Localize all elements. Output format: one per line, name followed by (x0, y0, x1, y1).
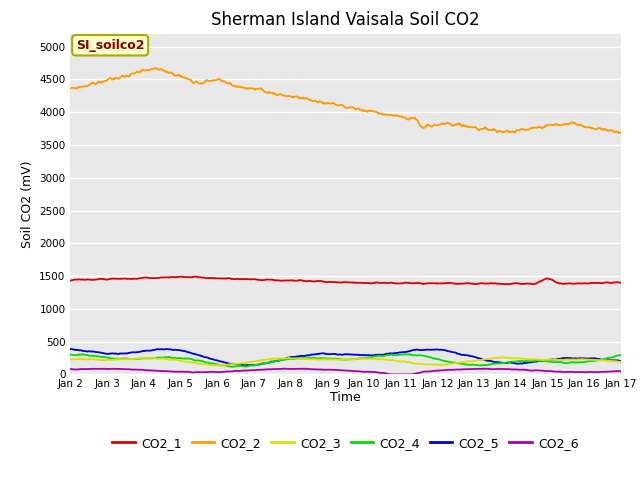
Text: SI_soilco2: SI_soilco2 (76, 39, 145, 52)
Title: Sherman Island Vaisala Soil CO2: Sherman Island Vaisala Soil CO2 (211, 11, 480, 29)
Y-axis label: Soil CO2 (mV): Soil CO2 (mV) (20, 160, 34, 248)
X-axis label: Time: Time (330, 391, 361, 404)
Legend: CO2_1, CO2_2, CO2_3, CO2_4, CO2_5, CO2_6: CO2_1, CO2_2, CO2_3, CO2_4, CO2_5, CO2_6 (108, 432, 584, 455)
